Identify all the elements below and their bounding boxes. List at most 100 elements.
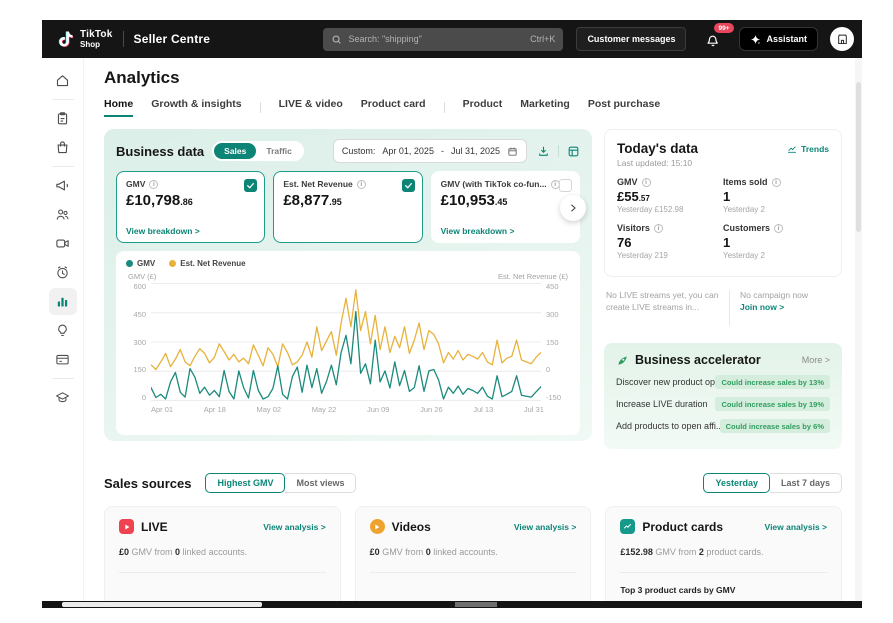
tab-home[interactable]: Home [104,98,133,117]
info-icon: i [774,224,783,233]
export-table-icon[interactable] [567,145,580,158]
sales-toggle[interactable]: Sales [214,143,256,159]
product-cards-icon [620,519,635,534]
sidebar-item-ads[interactable] [49,259,77,286]
left-axis-title: GMV (£) [128,272,156,281]
metric-card-gmv-cofunded: GMV (with TikTok co-fun...i £10,953.45 V… [431,171,580,243]
most-views-button[interactable]: Most views [285,473,356,493]
topbar-divider [123,31,124,47]
traffic-toggle[interactable]: Traffic [256,143,302,159]
metric-value: £10,798.86 [126,192,255,209]
tab-product-card[interactable]: Product card [361,98,426,117]
source-title: Product cards [642,520,723,534]
source-card-live: LIVE View analysis > £0 GMV from 0 linke… [104,506,341,601]
metric-value: £10,953.45 [441,192,570,209]
view-analysis-link[interactable]: View analysis > [263,522,325,532]
date-range-picker[interactable]: Custom: Apr 01, 2025 - Jul 31, 2025 [333,139,527,163]
yesterday-button[interactable]: Yesterday [703,473,770,493]
source-title: LIVE [141,520,168,534]
view-analysis-link[interactable]: View analysis > [765,522,827,532]
accelerator-item[interactable]: Add products to open affi... Could incre… [616,419,830,433]
sidebar-item-analytics[interactable] [49,288,77,315]
chart-left-ticks: 6004503001500 [126,283,146,401]
metric-checkbox-checked[interactable] [402,179,415,192]
search-input[interactable] [348,34,524,44]
card-divider [370,572,577,573]
sidebar-divider [52,99,74,100]
view-analysis-link[interactable]: View analysis > [514,522,576,532]
date-range-end: Jul 31, 2025 [451,146,500,156]
date-range-start: Apr 01, 2025 [382,146,434,156]
info-icon: i [149,180,158,189]
customer-messages-button[interactable]: Customer messages [576,27,686,51]
accelerator-title: Business accelerator [635,353,761,367]
highest-gmv-button[interactable]: Highest GMV [205,473,285,493]
chart-x-ticks: Apr 01Apr 18May 02May 22Jun 09Jun 26Jul … [151,405,544,414]
metric-checkbox-unchecked[interactable] [559,179,572,192]
sidebar-item-orders[interactable] [49,105,77,132]
next-cards-button[interactable] [560,195,586,221]
sidebar-item-live[interactable] [49,230,77,257]
card-divider [119,572,326,573]
tab-live-video[interactable]: LIVE & video [279,98,343,117]
notifications-button[interactable]: 99+ [700,26,726,52]
vertical-scrollbar[interactable] [855,58,862,601]
tiktok-logo-icon [56,28,76,50]
join-now-link[interactable]: Join now > [740,302,808,314]
sales-sources-section: Sales sources Highest GMV Most views Yes… [104,473,842,601]
sidebar-item-marketing[interactable] [49,172,77,199]
sparkle-icon [750,34,761,45]
megaphone-icon [55,178,70,193]
metric-label: GMV (with TikTok co-fun... [441,179,547,189]
tab-growth-insights[interactable]: Growth & insights [151,98,241,117]
last-7-days-button[interactable]: Last 7 days [770,473,842,493]
download-icon[interactable] [537,145,550,158]
live-icon [119,519,134,534]
lightbulb-icon [55,323,70,338]
sidebar-divider [52,378,74,379]
sidebar-item-affiliate[interactable] [49,201,77,228]
sidebar-item-growth[interactable] [49,317,77,344]
business-data-panel: Business data Sales Traffic Custom: Apr … [104,129,592,441]
shop-avatar[interactable] [830,27,854,51]
tab-product[interactable]: Product [463,98,503,117]
legend-item-gmv: GMV [126,259,155,268]
view-breakdown-link[interactable]: View breakdown > [126,226,200,236]
orders-icon [55,111,70,126]
video-camera-icon [55,236,70,251]
sidebar-divider [52,166,74,167]
campaign-notice: No campaign now Join now > [730,290,808,326]
sidebar-item-academy[interactable] [49,384,77,411]
sidebar-item-products[interactable] [49,134,77,161]
source-stat: £0 GMV from 0 linked accounts. [370,547,577,557]
tab-post-purchase[interactable]: Post purchase [588,98,660,117]
source-stat: £152.98 GMV from 2 product cards. [620,547,827,557]
today-metric-items-sold: Items soldi 1 Yesterday 2 [723,177,829,214]
tab-marketing[interactable]: Marketing [520,98,570,117]
vertical-scrollbar-thumb[interactable] [856,82,861,232]
sidebar-item-home[interactable] [49,67,77,94]
metric-card-est-net-revenue: Est. Net Revenuei £8,877.95 [273,171,422,243]
metric-checkbox-checked[interactable] [244,179,257,192]
assistant-button[interactable]: Assistant [739,27,818,51]
business-accelerator-panel: Business accelerator More > Discover new… [604,343,842,449]
horizontal-scrollbar[interactable] [42,601,862,608]
view-breakdown-link[interactable]: View breakdown > [441,226,515,236]
global-search[interactable]: Ctrl+K [323,28,563,51]
trends-link[interactable]: Trends [787,144,829,154]
accelerator-item[interactable]: Increase LIVE duration Could increase sa… [616,397,830,411]
legend-item-est-net-revenue: Est. Net Revenue [169,259,245,268]
sidebar-item-finance[interactable] [49,346,77,373]
metric-value: £8,877.95 [283,192,412,209]
horizontal-scrollbar-thumb[interactable] [62,602,262,607]
accelerator-more-link[interactable]: More > [802,355,830,365]
legend-dot [126,260,133,267]
date-range-separator: - [441,146,444,156]
source-card-videos: Videos View analysis > £0 GMV from 0 lin… [355,506,592,601]
accelerator-item[interactable]: Discover new product op... Could increas… [616,375,830,389]
videos-icon [370,519,385,534]
live-streams-notice: No LIVE streams yet, you can create LIVE… [606,290,730,326]
chevron-right-icon [568,203,578,213]
card-divider [620,572,827,573]
product-name: Seller Centre [134,32,211,46]
